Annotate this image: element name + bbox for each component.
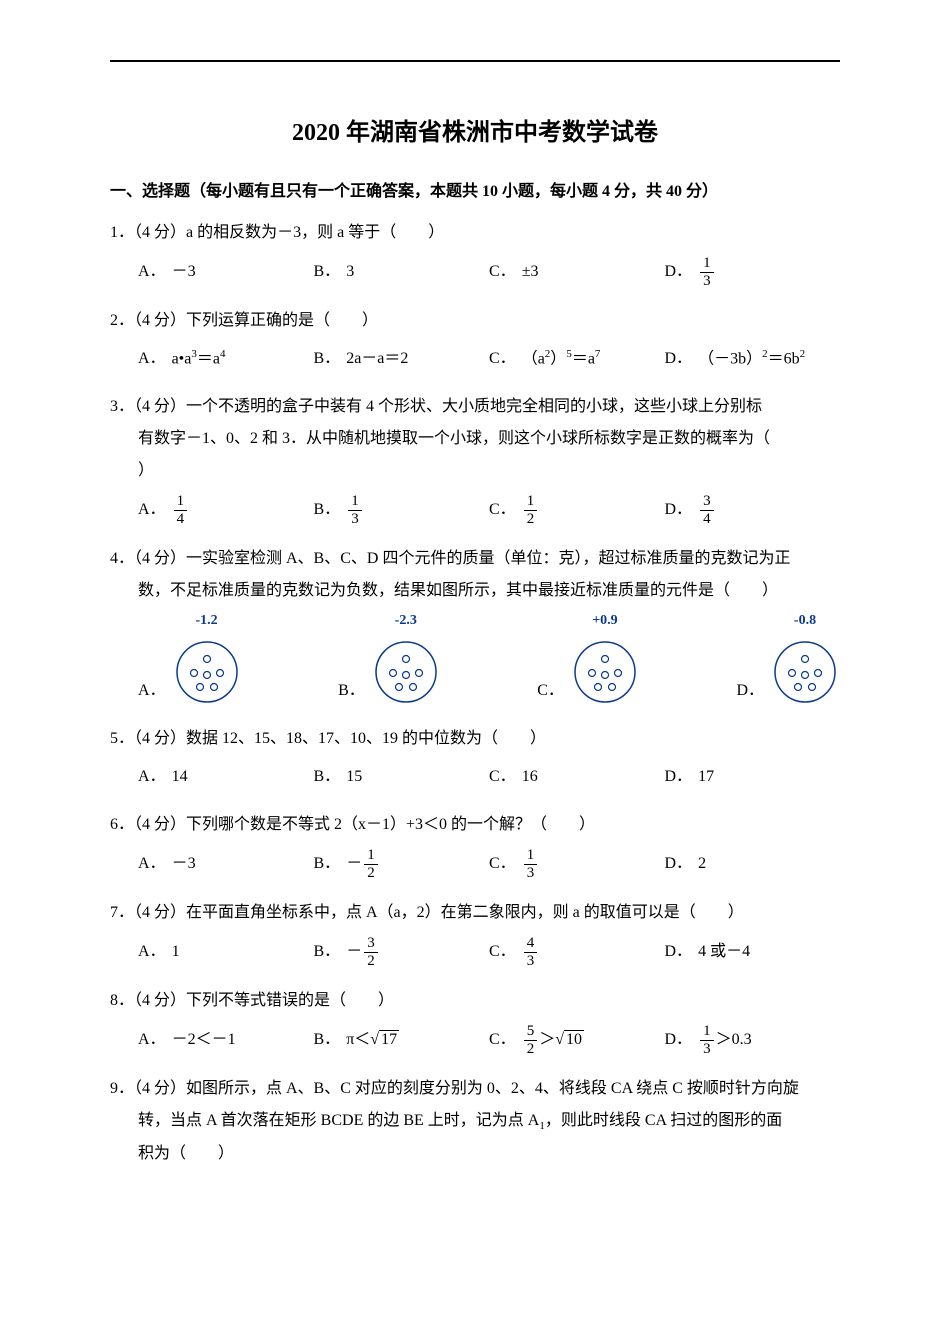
question-7: 7．（4 分）在平面直角坐标系中，点 A（a，2）在第二象限内，则 a 的取值可… bbox=[110, 897, 840, 969]
deviation-label: -0.8 bbox=[770, 607, 840, 635]
question-3: 3．（4 分）一个不透明的盒子中装有 4 个形状、大小质地完全相同的小球，这些小… bbox=[110, 391, 840, 527]
fraction: 13 bbox=[524, 847, 538, 881]
element-figure-c: +0.9 bbox=[570, 607, 640, 707]
fraction: 34 bbox=[700, 493, 714, 527]
q5-option-a: A．14 bbox=[138, 761, 314, 793]
fraction: 52 bbox=[524, 1023, 538, 1057]
q2-options: A．a•a3＝a4 B．2a－a＝2 C．（a2）5＝a7 D．（－3b）2＝6… bbox=[138, 343, 840, 375]
q4-line2: 数，不足标准质量的克数记为负数，结果如图所示，其中最接近标准质量的元件是（ ） bbox=[138, 575, 840, 607]
q4-option-a: A． -1.2 bbox=[138, 607, 242, 707]
q8-option-c: C．52＞√10 bbox=[489, 1023, 665, 1057]
fraction: 13 bbox=[348, 493, 362, 527]
fraction: 12 bbox=[364, 847, 378, 881]
q5-options: A．14 B．15 C．16 D．17 bbox=[138, 761, 840, 793]
divider-line bbox=[110, 60, 840, 62]
q7-options: A．1 B．－32 C．43 D．4 或－4 bbox=[138, 935, 840, 969]
q4-line1: 4．（4 分）一实验室检测 A、B、C、D 四个元件的质量（单位：克），超过标准… bbox=[110, 543, 840, 575]
q6-option-d: D．2 bbox=[665, 847, 841, 881]
q5-option-d: D．17 bbox=[665, 761, 841, 793]
fraction: 13 bbox=[700, 1023, 714, 1057]
q3-option-c: C．12 bbox=[489, 493, 665, 527]
q6-option-b: B．－12 bbox=[314, 847, 490, 881]
question-5: 5．（4 分）数据 12、15、18、17、10、19 的中位数为（ ） A．1… bbox=[110, 723, 840, 793]
element-figure-b: -2.3 bbox=[371, 607, 441, 707]
fraction: 43 bbox=[524, 935, 538, 969]
element-icon bbox=[570, 637, 640, 707]
q6-options: A．－3 B．－12 C．13 D．2 bbox=[138, 847, 840, 881]
fraction: 12 bbox=[524, 493, 538, 527]
q7-option-c: C．43 bbox=[489, 935, 665, 969]
q6-option-a: A．－3 bbox=[138, 847, 314, 881]
q1-option-b: B．3 bbox=[314, 255, 490, 289]
q6-option-c: C．13 bbox=[489, 847, 665, 881]
fraction: 13 bbox=[700, 255, 714, 289]
q8-option-b: B．π＜√17 bbox=[314, 1023, 490, 1057]
q2-text: 2．（4 分）下列运算正确的是（ ） bbox=[110, 305, 840, 337]
q9-line2: 转，当点 A 首次落在矩形 BCDE 的边 BE 上时，记为点 A1，则此时线段… bbox=[138, 1105, 840, 1137]
q4-option-c: C． +0.9 bbox=[537, 607, 640, 707]
q3-line1: 3．（4 分）一个不透明的盒子中装有 4 个形状、大小质地完全相同的小球，这些小… bbox=[110, 391, 840, 423]
fraction: 14 bbox=[174, 493, 188, 527]
section-1-header: 一、选择题（每小题有且只有一个正确答案，本题共 10 小题，每小题 4 分，共 … bbox=[110, 177, 840, 201]
element-figure-a: -1.2 bbox=[172, 607, 242, 707]
question-6: 6．（4 分）下列哪个数是不等式 2（x－1）+3＜0 的一个解？（ ） A．－… bbox=[110, 809, 840, 881]
q3-option-b: B．13 bbox=[314, 493, 490, 527]
element-icon bbox=[371, 637, 441, 707]
q7-option-d: D．4 或－4 bbox=[665, 935, 841, 969]
q3-line2: 有数字－1、0、2 和 3．从中随机地摸取一个小球，则这个小球所标数字是正数的概… bbox=[138, 423, 840, 455]
q5-option-c: C．16 bbox=[489, 761, 665, 793]
element-figure-d: -0.8 bbox=[770, 607, 840, 707]
q8-text: 8．（4 分）下列不等式错误的是（ ） bbox=[110, 985, 840, 1017]
element-icon bbox=[172, 637, 242, 707]
q6-text: 6．（4 分）下列哪个数是不等式 2（x－1）+3＜0 的一个解？（ ） bbox=[110, 809, 840, 841]
q3-options: A．14 B．13 C．12 D．34 bbox=[138, 493, 840, 527]
q3-option-a: A．14 bbox=[138, 493, 314, 527]
q8-option-a: A．－2＜－1 bbox=[138, 1023, 314, 1057]
deviation-label: +0.9 bbox=[570, 607, 640, 635]
q7-text: 7．（4 分）在平面直角坐标系中，点 A（a，2）在第二象限内，则 a 的取值可… bbox=[110, 897, 840, 929]
fraction: 32 bbox=[364, 935, 378, 969]
question-9: 9．（4 分）如图所示，点 A、B、C 对应的刻度分别为 0、2、4、将线段 C… bbox=[110, 1073, 840, 1169]
q4-option-b: B． -2.3 bbox=[338, 607, 441, 707]
element-icon bbox=[770, 637, 840, 707]
q2-option-c: C．（a2）5＝a7 bbox=[489, 343, 665, 375]
q2-option-d: D．（－3b）2＝6b2 bbox=[665, 343, 841, 375]
q3-line3: ） bbox=[138, 455, 840, 487]
q4-option-d: D． -0.8 bbox=[736, 607, 840, 707]
deviation-label: -2.3 bbox=[371, 607, 441, 635]
question-8: 8．（4 分）下列不等式错误的是（ ） A．－2＜－1 B．π＜√17 C．52… bbox=[110, 985, 840, 1057]
deviation-label: -1.2 bbox=[172, 607, 242, 635]
q8-option-d: D．13＞0.3 bbox=[665, 1023, 841, 1057]
q1-options: A．－3 B．3 C．±3 D．13 bbox=[138, 255, 840, 289]
sqrt: √17 bbox=[370, 1024, 399, 1056]
question-4: 4．（4 分）一实验室检测 A、B、C、D 四个元件的质量（单位：克），超过标准… bbox=[110, 543, 840, 707]
q1-option-d: D．13 bbox=[665, 255, 841, 289]
q9-line3: 积为（ ） bbox=[138, 1138, 840, 1170]
question-2: 2．（4 分）下列运算正确的是（ ） A．a•a3＝a4 B．2a－a＝2 C．… bbox=[110, 305, 840, 375]
sqrt: √10 bbox=[555, 1024, 584, 1056]
q1-text: 1．（4 分）a 的相反数为－3，则 a 等于（ ） bbox=[110, 217, 840, 249]
q4-options: A． -1.2 B． -2.3 bbox=[138, 607, 840, 707]
q1-option-c: C．±3 bbox=[489, 255, 665, 289]
question-1: 1．（4 分）a 的相反数为－3，则 a 等于（ ） A．－3 B．3 C．±3… bbox=[110, 217, 840, 289]
q7-option-b: B．－32 bbox=[314, 935, 490, 969]
q8-options: A．－2＜－1 B．π＜√17 C．52＞√10 D．13＞0.3 bbox=[138, 1023, 840, 1057]
q7-option-a: A．1 bbox=[138, 935, 314, 969]
q2-option-b: B．2a－a＝2 bbox=[314, 343, 490, 375]
q5-text: 5．（4 分）数据 12、15、18、17、10、19 的中位数为（ ） bbox=[110, 723, 840, 755]
exam-title: 2020 年湖南省株洲市中考数学试卷 bbox=[110, 112, 840, 147]
q5-option-b: B．15 bbox=[314, 761, 490, 793]
q3-option-d: D．34 bbox=[665, 493, 841, 527]
q2-option-a: A．a•a3＝a4 bbox=[138, 343, 314, 375]
q9-line1: 9．（4 分）如图所示，点 A、B、C 对应的刻度分别为 0、2、4、将线段 C… bbox=[110, 1073, 840, 1105]
q1-option-a: A．－3 bbox=[138, 255, 314, 289]
